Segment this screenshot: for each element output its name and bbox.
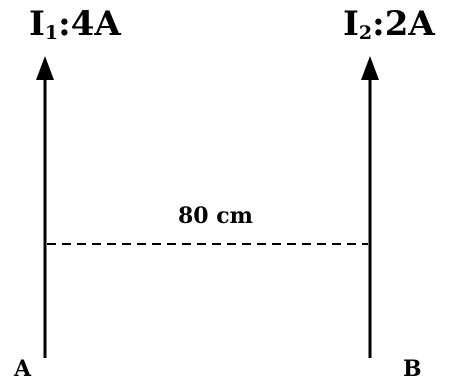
distance-label: 80 cm (178, 203, 253, 229)
point-label-b: B (403, 356, 422, 382)
current-subscript: 2 (359, 22, 372, 44)
current-label-i2: I2:2A (343, 4, 435, 44)
current-symbol: I (29, 4, 45, 44)
current-subscript: 1 (45, 22, 58, 44)
wire-2-arrowhead-icon (361, 56, 379, 80)
point-label-a: A (14, 356, 31, 382)
current-symbol: I (343, 4, 359, 44)
wire-1-arrowhead-icon (36, 56, 54, 80)
current-value: :4A (58, 4, 121, 44)
current-value: :2A (372, 4, 435, 44)
current-label-i1: I1:4A (29, 4, 121, 44)
